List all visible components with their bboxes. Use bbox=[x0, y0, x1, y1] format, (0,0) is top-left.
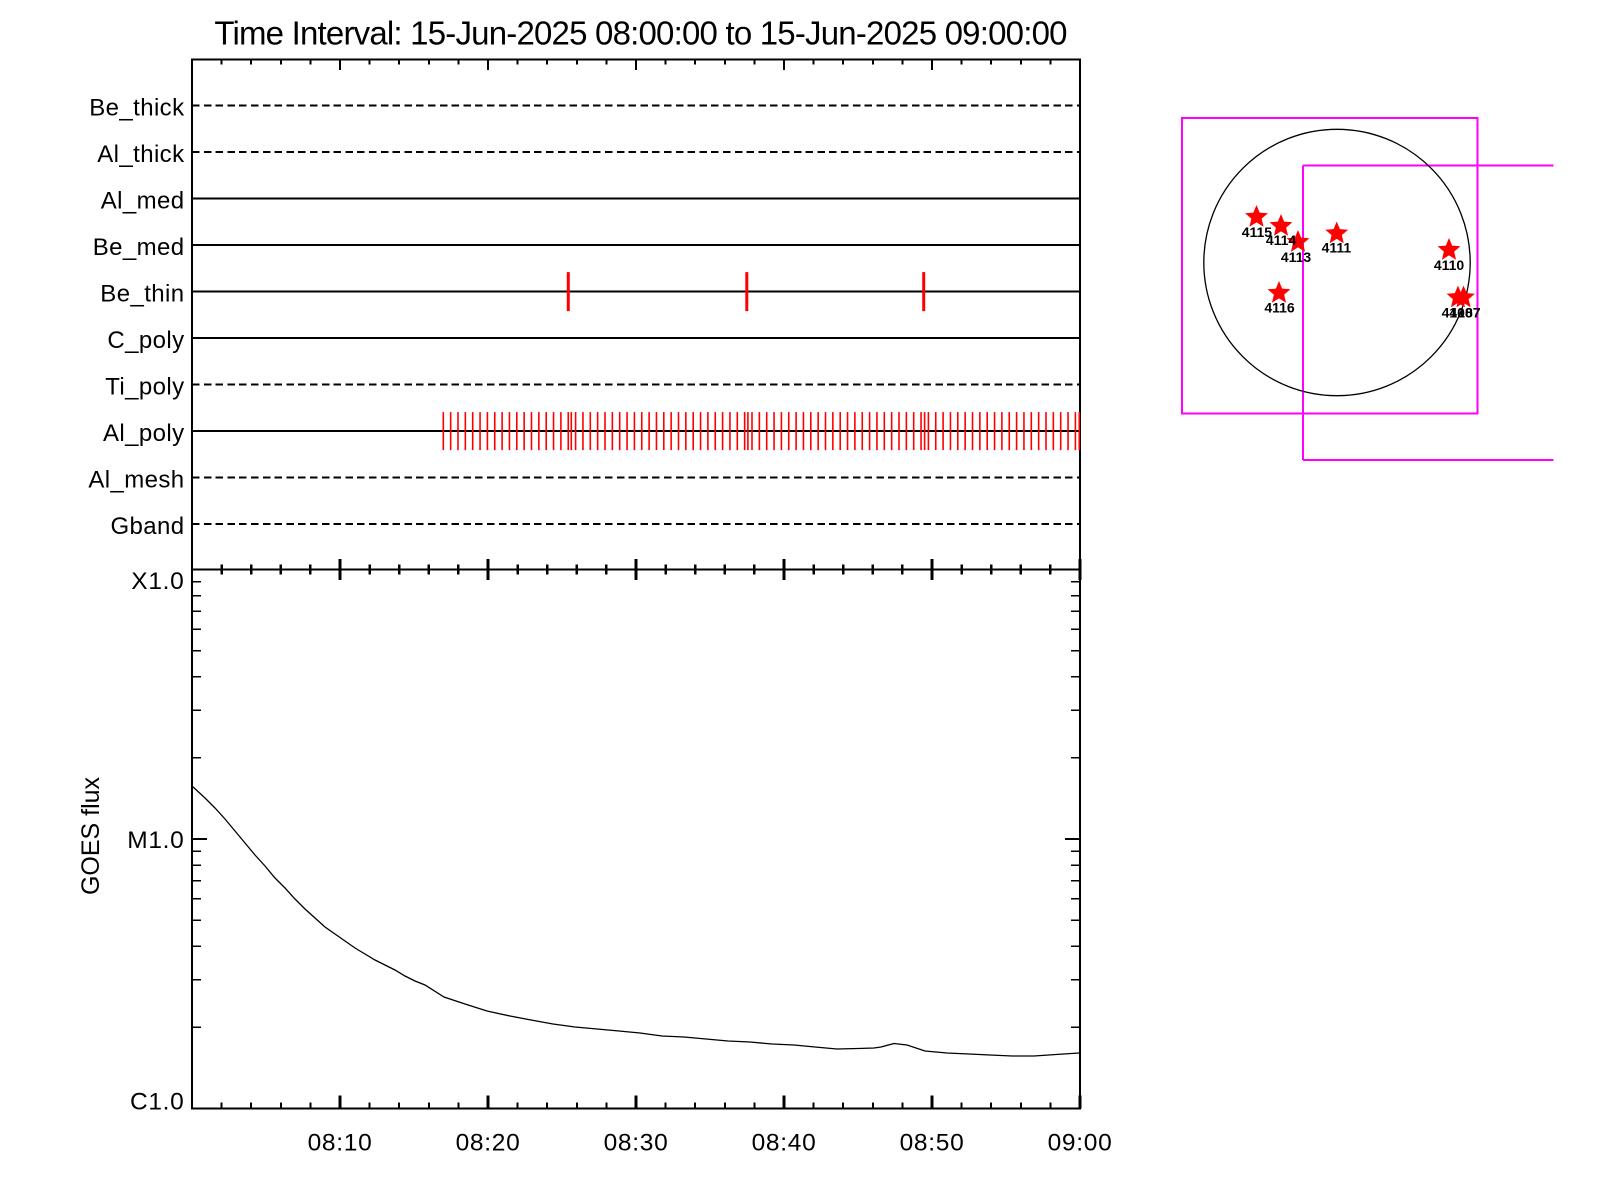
svg-text:4111: 4111 bbox=[1322, 240, 1352, 256]
svg-text:09:00: 09:00 bbox=[1048, 1130, 1113, 1157]
svg-text:C_poly: C_poly bbox=[107, 327, 184, 354]
svg-text:08:50: 08:50 bbox=[900, 1130, 965, 1157]
svg-text:4113: 4113 bbox=[1281, 249, 1312, 265]
svg-text:GOES flux: GOES flux bbox=[77, 776, 105, 895]
svg-text:Be_thin: Be_thin bbox=[100, 281, 184, 308]
svg-text:08:30: 08:30 bbox=[604, 1130, 669, 1157]
svg-text:Gband: Gband bbox=[110, 513, 184, 540]
svg-text:4110: 4110 bbox=[1434, 257, 1465, 273]
svg-text:Be_med: Be_med bbox=[93, 234, 185, 261]
svg-text:Ti_poly: Ti_poly bbox=[105, 374, 184, 401]
svg-text:08:40: 08:40 bbox=[752, 1130, 817, 1157]
svg-text:M1.0: M1.0 bbox=[127, 827, 184, 854]
svg-text:4107: 4107 bbox=[1449, 305, 1480, 321]
svg-text:Time Interval: 15-Jun-2025 08:: Time Interval: 15-Jun-2025 08:00:00 to 1… bbox=[214, 15, 1067, 52]
svg-text:Al_mesh: Al_mesh bbox=[88, 467, 184, 494]
svg-text:4114: 4114 bbox=[1266, 232, 1297, 248]
svg-text:4116: 4116 bbox=[1264, 300, 1295, 316]
svg-text:Be_thick: Be_thick bbox=[89, 95, 185, 122]
svg-text:Al_poly: Al_poly bbox=[103, 420, 185, 447]
svg-text:4115: 4115 bbox=[1242, 224, 1273, 240]
svg-text:Al_thick: Al_thick bbox=[97, 141, 185, 168]
svg-text:08:10: 08:10 bbox=[308, 1130, 373, 1157]
svg-text:X1.0: X1.0 bbox=[131, 568, 184, 595]
svg-text:C1.0: C1.0 bbox=[130, 1089, 185, 1116]
svg-text:4108: 4108 bbox=[1442, 305, 1473, 321]
svg-text:08:20: 08:20 bbox=[456, 1130, 521, 1157]
svg-text:Al_med: Al_med bbox=[101, 188, 185, 215]
